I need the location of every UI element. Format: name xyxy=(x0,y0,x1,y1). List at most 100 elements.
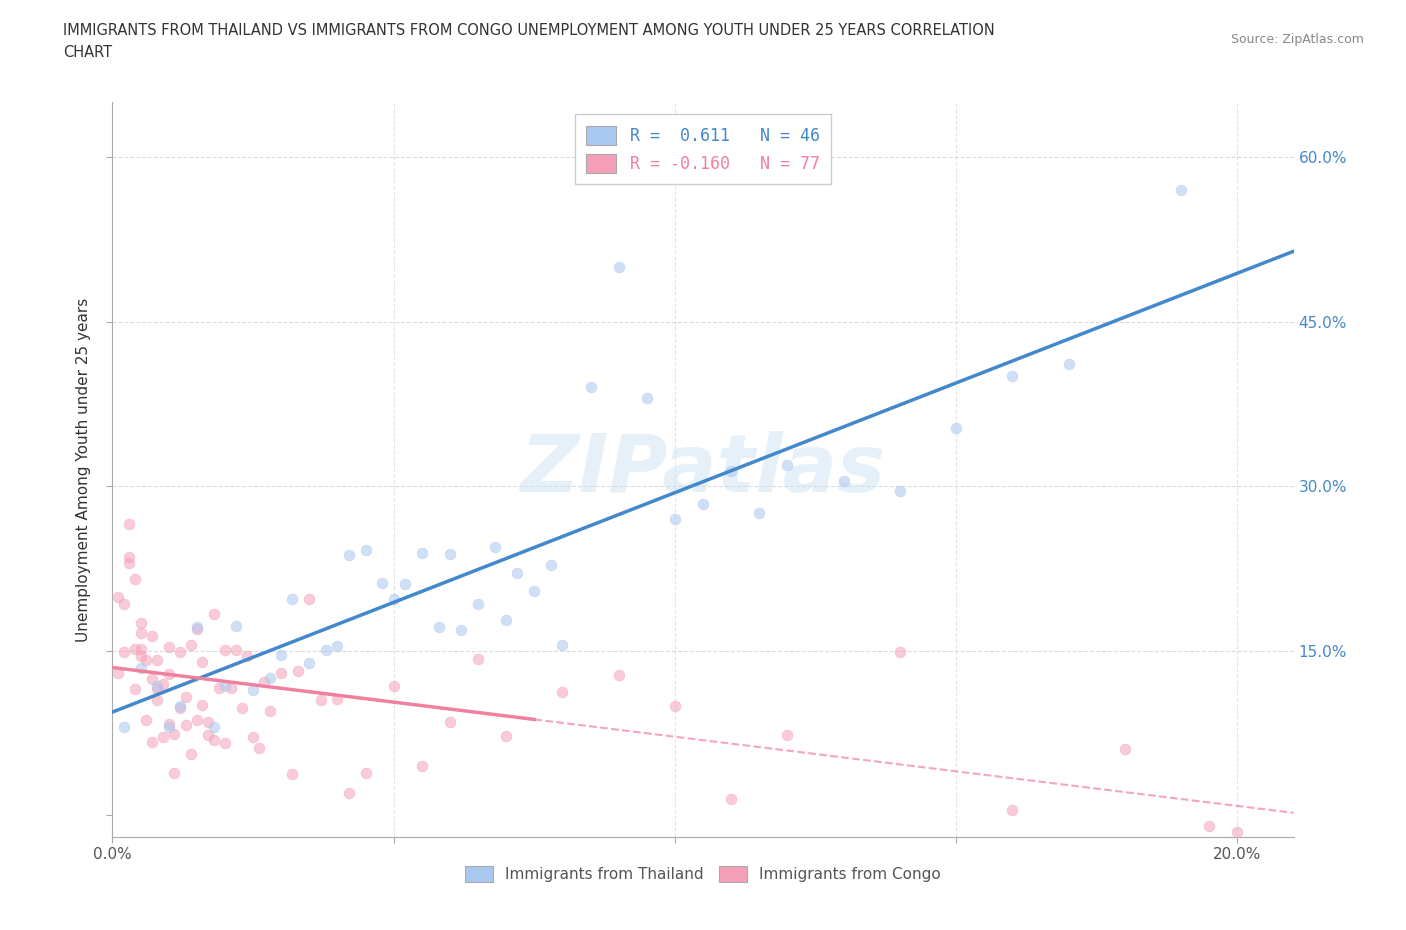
Point xyxy=(146,693,169,708)
Point xyxy=(191,655,214,670)
Point xyxy=(540,558,562,573)
Point xyxy=(551,638,574,653)
Point xyxy=(129,661,152,676)
Point xyxy=(692,496,714,511)
Point xyxy=(214,678,236,693)
Point xyxy=(186,712,208,727)
Point xyxy=(135,712,157,727)
Point xyxy=(124,682,146,697)
Point xyxy=(259,704,281,719)
Point xyxy=(495,612,517,627)
Text: IMMIGRANTS FROM THAILAND VS IMMIGRANTS FROM CONGO UNEMPLOYMENT AMONG YOUTH UNDER: IMMIGRANTS FROM THAILAND VS IMMIGRANTS F… xyxy=(63,23,995,38)
Point xyxy=(225,643,247,658)
Point xyxy=(315,643,337,658)
Point xyxy=(214,643,236,658)
Point xyxy=(551,684,574,699)
Point xyxy=(118,550,141,565)
Point xyxy=(523,584,546,599)
Point xyxy=(197,728,219,743)
Point xyxy=(124,642,146,657)
Point xyxy=(1198,818,1220,833)
Point xyxy=(247,741,270,756)
Text: ZIPatlas: ZIPatlas xyxy=(520,431,886,509)
Point xyxy=(225,618,247,633)
Point xyxy=(1114,741,1136,756)
Point xyxy=(309,693,332,708)
Point xyxy=(382,592,405,607)
Point xyxy=(152,676,174,691)
Point xyxy=(281,591,304,606)
Point xyxy=(427,619,450,634)
Point xyxy=(337,548,360,563)
Point xyxy=(186,619,208,634)
Point xyxy=(146,678,169,693)
Point xyxy=(467,596,489,611)
Point xyxy=(197,714,219,729)
Point xyxy=(124,572,146,587)
Point xyxy=(636,391,658,405)
Point xyxy=(1001,369,1024,384)
Point xyxy=(118,555,141,570)
Point xyxy=(607,259,630,274)
Point xyxy=(259,671,281,685)
Point xyxy=(354,543,377,558)
Point xyxy=(776,727,799,742)
Point xyxy=(202,720,225,735)
Point xyxy=(270,665,292,680)
Point xyxy=(411,758,433,773)
Point xyxy=(748,505,770,520)
Point xyxy=(253,674,276,689)
Point xyxy=(337,786,360,801)
Point xyxy=(112,720,135,735)
Point xyxy=(146,682,169,697)
Point xyxy=(579,380,602,395)
Point xyxy=(163,766,186,781)
Point xyxy=(129,626,152,641)
Point xyxy=(664,512,686,526)
Point xyxy=(1170,182,1192,197)
Point xyxy=(157,720,180,735)
Point xyxy=(242,683,264,698)
Point xyxy=(157,640,180,655)
Point xyxy=(439,714,461,729)
Point xyxy=(720,464,742,479)
Point xyxy=(242,730,264,745)
Point xyxy=(371,576,394,591)
Point xyxy=(141,671,163,686)
Point xyxy=(174,690,197,705)
Point xyxy=(281,766,304,781)
Point xyxy=(135,653,157,668)
Point xyxy=(202,733,225,748)
Point xyxy=(411,546,433,561)
Point xyxy=(287,663,309,678)
Point xyxy=(112,644,135,659)
Point xyxy=(467,652,489,667)
Point xyxy=(214,736,236,751)
Point xyxy=(326,691,349,706)
Point xyxy=(1001,803,1024,817)
Point xyxy=(1057,357,1080,372)
Point xyxy=(118,517,141,532)
Point xyxy=(889,644,911,659)
Point xyxy=(186,622,208,637)
Point xyxy=(152,730,174,745)
Point xyxy=(169,698,191,713)
Point xyxy=(832,473,855,488)
Point xyxy=(382,679,405,694)
Point xyxy=(484,539,506,554)
Point xyxy=(889,484,911,498)
Point xyxy=(664,698,686,713)
Point xyxy=(394,577,416,591)
Point xyxy=(141,735,163,750)
Point xyxy=(129,616,152,631)
Point xyxy=(450,622,472,637)
Point xyxy=(141,629,163,644)
Point xyxy=(298,591,321,606)
Point xyxy=(163,726,186,741)
Point xyxy=(129,649,152,664)
Point xyxy=(112,596,135,611)
Point xyxy=(439,546,461,561)
Text: CHART: CHART xyxy=(63,45,112,60)
Point xyxy=(208,681,231,696)
Point xyxy=(607,668,630,683)
